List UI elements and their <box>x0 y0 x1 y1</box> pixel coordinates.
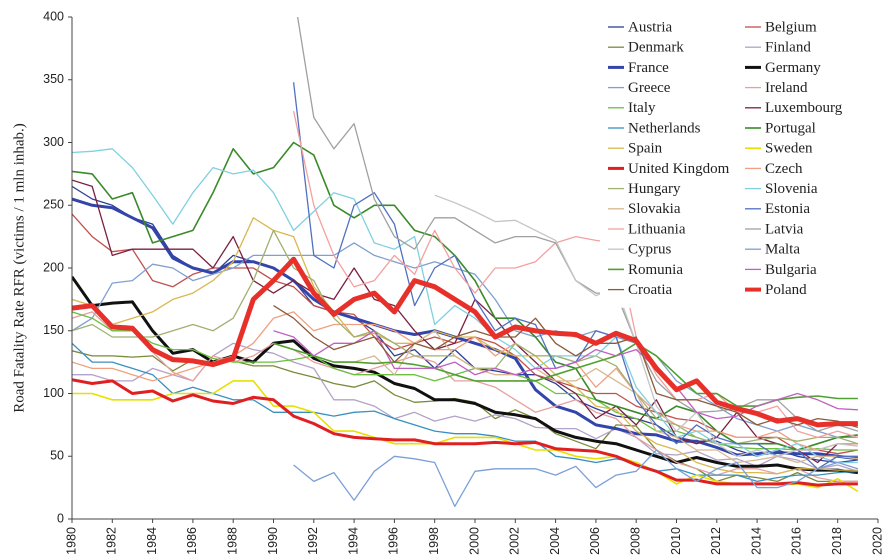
legend-label: Finland <box>765 40 811 56</box>
y-tick-label: 150 <box>43 323 64 337</box>
legend-label: Luxembourg <box>765 100 843 116</box>
x-tick-label: 2004 <box>548 527 562 555</box>
y-tick-label: 100 <box>43 386 64 400</box>
legend-label: Portugal <box>765 120 816 136</box>
plot-area <box>72 17 859 508</box>
legend-label: Lithuania <box>628 221 686 237</box>
series-line <box>273 305 859 429</box>
series-line <box>72 141 858 451</box>
series-line <box>292 110 859 439</box>
x-tick-label: 2018 <box>830 527 844 555</box>
legend-label: Denmark <box>628 40 684 56</box>
legend-label: Latvia <box>765 221 804 237</box>
legend-label: United Kingdom <box>628 161 730 177</box>
x-tick-label: 1984 <box>145 527 159 555</box>
x-tick-label: 1998 <box>427 527 441 555</box>
y-axis-label: Road Fatality Rate RFR (victims / 1 mln … <box>11 123 27 413</box>
series-line <box>293 449 859 508</box>
legend-label: Slovakia <box>628 201 681 217</box>
legend-label: Poland <box>765 282 807 298</box>
series-line <box>72 197 859 461</box>
legend-label: France <box>628 60 669 76</box>
legend-label: Sweden <box>765 141 813 157</box>
series-line <box>72 378 858 487</box>
legend-label: Slovenia <box>765 181 818 197</box>
x-tick-label: 1994 <box>346 527 360 555</box>
legend-label: Bulgaria <box>765 262 817 278</box>
x-tick-label: 2012 <box>709 527 723 555</box>
series-line <box>72 311 858 483</box>
series-line <box>273 330 858 420</box>
series-line <box>333 330 858 464</box>
legend-label: Malta <box>765 242 800 258</box>
legend-label: Belgium <box>765 19 817 35</box>
x-tick-label: 2010 <box>669 527 683 555</box>
series-line <box>434 194 858 457</box>
series-line <box>72 380 859 493</box>
series-line <box>72 342 858 483</box>
x-tick-label: 2016 <box>790 527 804 555</box>
legend-label: Czech <box>765 161 803 177</box>
legend-label: Netherlands <box>628 120 701 136</box>
x-tick-label: 2020 <box>870 527 884 555</box>
series-line <box>72 275 859 475</box>
legend-label: Cyprus <box>628 242 672 258</box>
series-line <box>72 242 858 439</box>
series-line <box>72 311 858 451</box>
legend-label: Croatia <box>628 282 672 298</box>
x-tick-label: 1980 <box>64 527 78 555</box>
legend-label: Austria <box>628 19 673 35</box>
legend-label: Estonia <box>765 201 810 217</box>
x-tick-label: 1990 <box>266 527 280 555</box>
legend-label: Spain <box>628 141 663 157</box>
legend-label: Greece <box>628 80 671 96</box>
series-line <box>72 256 858 428</box>
series-line <box>72 179 858 464</box>
x-tick-label: 2000 <box>467 527 481 555</box>
x-tick-label: 1996 <box>387 527 401 555</box>
y-tick-label: 400 <box>43 9 64 23</box>
x-tick-label: 2002 <box>508 527 522 555</box>
y-tick-label: 300 <box>43 135 64 149</box>
legend-label: Ireland <box>765 80 808 96</box>
legend-background <box>600 17 870 308</box>
y-tick-label: 0 <box>57 511 64 525</box>
x-tick-label: 1992 <box>306 527 320 555</box>
y-tick-label: 350 <box>43 72 64 86</box>
x-tick-label: 1986 <box>185 527 199 555</box>
y-tick-label: 50 <box>50 449 64 463</box>
legend-label: Romunia <box>628 262 683 278</box>
x-tick-label: 2014 <box>749 527 763 555</box>
y-tick-label: 250 <box>43 198 64 212</box>
series-line <box>72 217 858 475</box>
series-line <box>72 148 858 464</box>
y-tick-label: 200 <box>43 260 64 274</box>
legend-label: Italy <box>628 100 656 116</box>
legend-label: Hungary <box>628 181 681 197</box>
x-tick-label: 2008 <box>628 527 642 555</box>
x-tick-label: 2006 <box>588 527 602 555</box>
x-tick-label: 1982 <box>105 527 119 555</box>
x-tick-label: 1988 <box>225 527 239 555</box>
legend-label: Germany <box>765 60 821 76</box>
